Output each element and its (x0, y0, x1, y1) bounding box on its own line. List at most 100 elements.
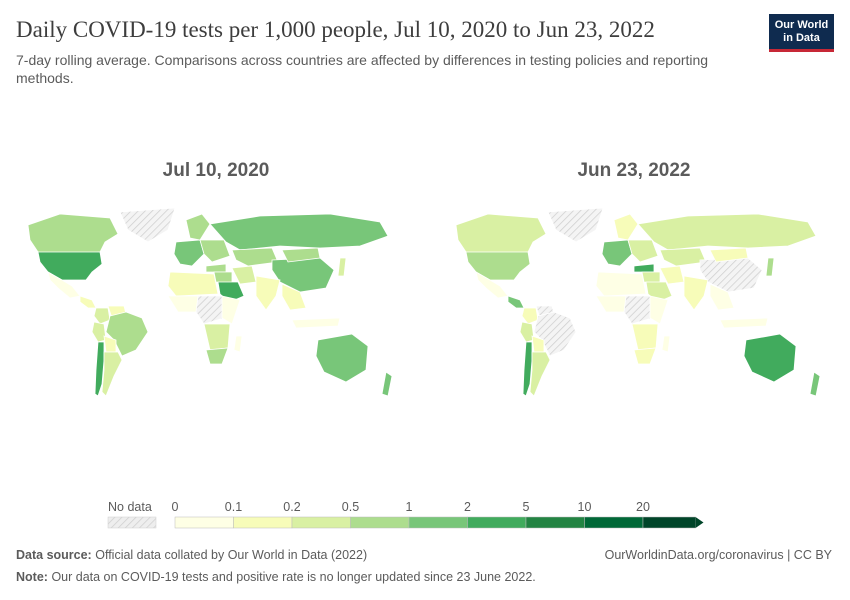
region-east-africa[interactable] (649, 295, 669, 325)
note-text: Our data on COVID-19 tests and positive … (51, 570, 536, 584)
note-label: Note: (16, 570, 48, 584)
chart-title: Daily COVID-19 tests per 1,000 people, J… (16, 17, 655, 42)
region-eastern-europe[interactable] (199, 239, 231, 263)
region-west-africa[interactable] (595, 295, 629, 313)
region-colombia[interactable] (93, 307, 111, 325)
region-indonesia[interactable] (719, 317, 769, 329)
region-scandinavia[interactable] (613, 213, 639, 241)
legend-tick-label: 0.1 (225, 500, 242, 514)
region-chile[interactable] (94, 341, 105, 397)
region-mongolia[interactable] (709, 247, 749, 263)
legend-swatch-8 (642, 516, 696, 529)
region-western-europe[interactable] (601, 239, 633, 267)
legend-tick-label: 0.2 (283, 500, 300, 514)
region-turkey[interactable] (205, 263, 227, 273)
region-central-africa[interactable] (195, 295, 225, 325)
region-china[interactable] (699, 257, 763, 293)
region-madagascar[interactable] (661, 335, 671, 353)
owid-logo[interactable]: Our World in Data (769, 14, 834, 52)
region-north-africa[interactable] (595, 271, 647, 297)
region-central-america[interactable] (79, 295, 97, 309)
region-australia[interactable] (743, 333, 797, 383)
source-link[interactable]: OurWorldinData.org/coronavirus | CC BY (604, 548, 832, 562)
legend-swatch-5 (467, 516, 527, 529)
region-central-america[interactable] (507, 295, 525, 309)
region-eastern-europe[interactable] (627, 239, 659, 263)
legend-swatch-7 (584, 516, 644, 529)
legend-tick-label: 10 (578, 500, 592, 514)
region-southern-africa[interactable] (631, 323, 659, 351)
region-new-zealand[interactable] (381, 371, 393, 397)
region-kazakhstan[interactable] (659, 247, 707, 267)
region-east-africa[interactable] (221, 295, 241, 325)
region-central-africa[interactable] (623, 295, 653, 325)
region-south-east-asia[interactable] (709, 283, 735, 311)
region-mexico[interactable] (475, 271, 509, 299)
region-india[interactable] (255, 275, 281, 311)
legend-no-data-swatch (107, 516, 157, 529)
region-russia[interactable] (209, 213, 389, 251)
region-peru[interactable] (519, 321, 535, 343)
region-brazil[interactable] (105, 311, 149, 357)
region-peru[interactable] (91, 321, 107, 343)
region-japan[interactable] (765, 257, 775, 277)
region-china[interactable] (271, 257, 335, 293)
chart-note: Note: Our data on COVID-19 tests and pos… (16, 570, 536, 584)
region-scandinavia[interactable] (185, 213, 211, 241)
world-map-left[interactable] (0, 200, 420, 410)
region-japan[interactable] (337, 257, 347, 277)
legend-swatch-3 (350, 516, 410, 529)
region-chile[interactable] (522, 341, 533, 397)
region-greenland[interactable] (547, 207, 604, 243)
world-map-right[interactable] (420, 200, 850, 410)
region-russia[interactable] (637, 213, 817, 251)
map-title-left: Jul 10, 2020 (162, 160, 270, 181)
legend-swatch-4 (408, 516, 468, 529)
region-western-europe[interactable] (173, 239, 205, 267)
region-west-africa[interactable] (167, 295, 201, 313)
region-mongolia[interactable] (281, 247, 321, 263)
legend-tick-label: 0.5 (342, 500, 359, 514)
region-new-zealand[interactable] (809, 371, 821, 397)
data-source-text: Official data collated by Our World in D… (95, 548, 368, 562)
region-united-states[interactable] (37, 251, 103, 281)
region-colombia[interactable] (521, 307, 539, 325)
region-india[interactable] (683, 275, 709, 311)
legend-swatch-0 (174, 516, 234, 529)
legend-swatch-1 (233, 516, 293, 529)
chart-subtitle: 7-day rolling average. Comparisons acros… (16, 52, 709, 86)
region-south-east-asia[interactable] (281, 283, 307, 311)
logo-line-1: Our World (774, 19, 829, 31)
legend-swatch-2 (291, 516, 351, 529)
region-brazil[interactable] (533, 311, 577, 357)
region-south-africa[interactable] (205, 347, 229, 365)
region-turkey[interactable] (633, 263, 655, 273)
legend-tick-label: 20 (636, 500, 650, 514)
region-kazakhstan[interactable] (231, 247, 279, 267)
region-madagascar[interactable] (233, 335, 243, 353)
legend-swatch-6 (525, 516, 585, 529)
region-iran[interactable] (659, 265, 685, 285)
region-united-states[interactable] (465, 251, 531, 281)
region-argentina[interactable] (101, 351, 123, 397)
legend-arrow (695, 517, 704, 528)
color-legend: No data 0 0.1 0.2 0.5 1 2 5 10 20 (107, 500, 704, 529)
map-title-right: Jun 23, 2022 (577, 160, 691, 181)
region-south-africa[interactable] (633, 347, 657, 365)
legend-no-data-label: No data (108, 500, 152, 514)
legend-tick-label: 2 (464, 500, 471, 514)
region-greenland[interactable] (119, 207, 176, 243)
legend-tick-label: 5 (523, 500, 530, 514)
region-canada[interactable] (27, 213, 119, 257)
region-southern-africa[interactable] (203, 323, 231, 351)
region-canada[interactable] (455, 213, 547, 257)
region-iran[interactable] (231, 265, 257, 285)
region-argentina[interactable] (529, 351, 551, 397)
region-north-africa[interactable] (167, 271, 219, 297)
region-indonesia[interactable] (291, 317, 341, 329)
logo-line-2: in Data (783, 32, 820, 44)
legend-tick-label: 1 (406, 500, 413, 514)
region-australia[interactable] (315, 333, 369, 383)
data-source-label: Data source: (16, 548, 92, 562)
region-mexico[interactable] (47, 271, 81, 299)
